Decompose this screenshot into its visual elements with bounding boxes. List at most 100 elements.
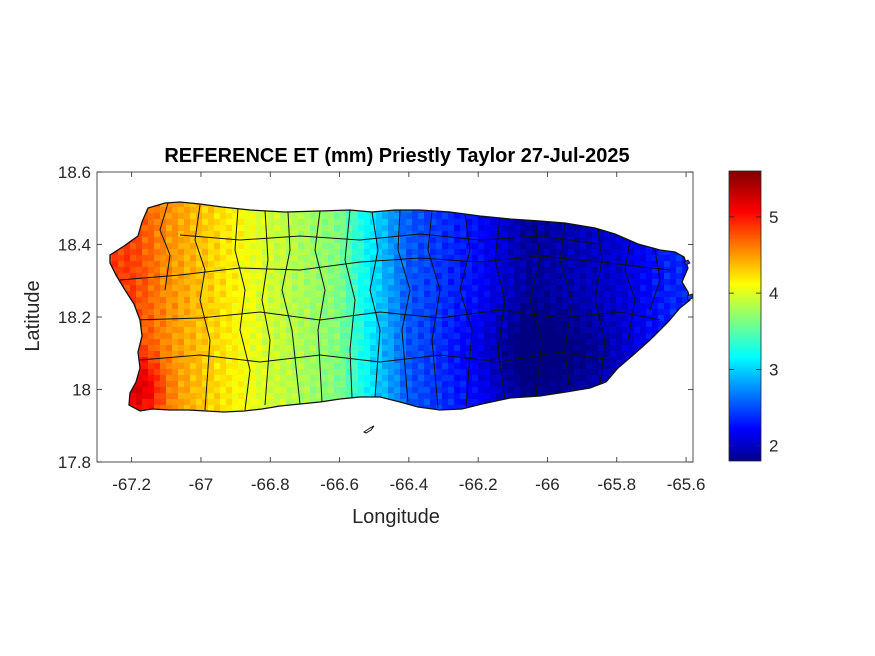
heat-cell [370,333,377,340]
heat-cell [418,387,425,394]
heat-cell [214,351,221,358]
heat-cell [238,339,245,346]
heat-cell [574,363,581,370]
heat-cell [190,399,197,406]
heat-cell [364,237,371,244]
heat-cell [436,231,443,238]
heat-cell [352,345,359,352]
heat-cell [232,303,239,310]
heat-cell [220,207,227,214]
heat-cell [532,333,539,340]
heat-cell [406,237,413,244]
heat-cell [154,243,161,250]
heat-cell [178,297,185,304]
heat-cell [424,309,431,316]
heat-cell [502,357,509,364]
heat-cell [148,309,155,316]
heat-cell [298,363,305,370]
heat-cell [586,255,593,262]
heat-cell [196,297,203,304]
heat-cell [406,273,413,280]
heat-cell [412,303,419,310]
heat-cell [580,303,587,310]
heat-cell [460,285,467,292]
heat-cell [568,225,575,232]
heat-cell [568,369,575,376]
heat-cell [496,381,503,388]
heat-cell [202,273,209,280]
heat-cell [472,339,479,346]
heat-cell [250,345,257,352]
heat-cell [598,231,605,238]
heat-cell [268,297,275,304]
heat-cell [322,255,329,262]
heat-cell [154,375,161,382]
heat-cell [520,387,527,394]
heat-cell [418,237,425,244]
heat-cell [430,261,437,268]
heat-cell [574,291,581,298]
heat-cell [430,285,437,292]
heat-cell [430,339,437,346]
heat-cell [322,339,329,346]
heat-cell [370,267,377,274]
heat-cell [214,309,221,316]
heat-cell [466,255,473,262]
heat-cell [232,405,239,412]
y-tick-label: 18 [72,381,91,400]
heat-cell [694,273,701,280]
heat-cell [694,411,701,418]
heat-cell [346,357,353,364]
heat-cell [298,321,305,328]
heat-cell [166,387,173,394]
heat-cell [400,267,407,274]
heat-cell [526,381,533,388]
heat-cell [250,213,257,220]
heat-cell [664,291,671,298]
heat-cell [580,369,587,376]
heat-cell [640,309,647,316]
heat-cell [310,297,317,304]
heat-cell [574,375,581,382]
heat-cell [208,273,215,280]
heat-cell [520,351,527,358]
heat-cell [454,345,461,352]
heat-cell [388,375,395,382]
heat-cell [196,339,203,346]
heat-cell [118,273,125,280]
heat-cell [622,315,629,322]
heat-cell [484,393,491,400]
heat-cell [406,297,413,304]
heat-cell [370,339,377,346]
heat-cell [676,285,683,292]
heat-cell [496,249,503,256]
heat-cell [514,249,521,256]
heat-cell [478,339,485,346]
municipality-boundary [119,255,671,281]
heat-cell [448,405,455,412]
heat-cell [394,291,401,298]
heat-cell [310,219,317,226]
heat-cell [508,231,515,238]
heat-cell [238,375,245,382]
heat-cell [454,231,461,238]
heat-cell [142,291,149,298]
heat-cell [214,363,221,370]
heat-cell [160,231,167,238]
heat-cell [262,339,269,346]
heat-cell [454,261,461,268]
heat-cell [232,375,239,382]
municipality-boundary [529,220,543,397]
heat-cell [172,327,179,334]
heat-cell [196,243,203,250]
heat-cell [346,285,353,292]
heat-cell [586,309,593,316]
heat-cell [412,309,419,316]
heat-cell [562,279,569,286]
heat-cell [448,393,455,400]
heat-cell [124,273,131,280]
heat-cell [412,399,419,406]
heat-cell [286,279,293,286]
heat-cell [694,201,701,208]
heat-cell [478,399,485,406]
